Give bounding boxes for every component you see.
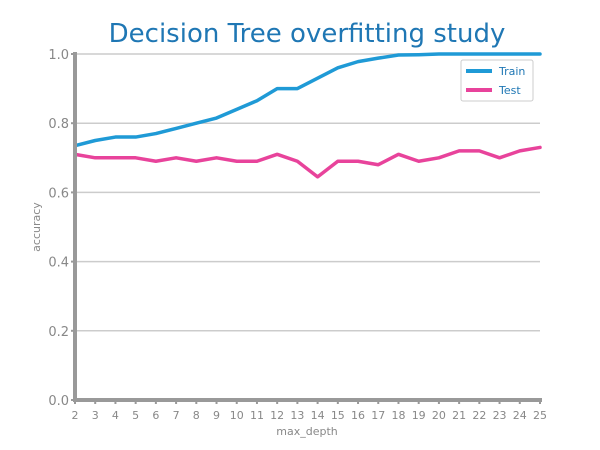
- x-tick-label: 17: [371, 409, 385, 422]
- x-tick-label: 25: [533, 409, 547, 422]
- y-tick-label: 0.2: [48, 325, 69, 340]
- series-line-test: [73, 145, 542, 179]
- x-tick-label: 3: [92, 409, 99, 422]
- y-tick-label: 0.0: [48, 394, 69, 409]
- series-lines: [73, 52, 542, 179]
- x-tick-label: 13: [290, 409, 304, 422]
- x-axis-label: max_depth: [276, 425, 338, 438]
- x-tick-label: 18: [391, 409, 405, 422]
- series-line-train: [73, 52, 542, 148]
- x-tick-label: 16: [351, 409, 365, 422]
- x-tick-label: 10: [230, 409, 244, 422]
- x-tick-label: 24: [513, 409, 527, 422]
- y-axis-label: accuracy: [30, 202, 43, 252]
- x-tick-label: 7: [173, 409, 180, 422]
- y-tick-label: 0.4: [48, 256, 69, 271]
- x-tick-label: 19: [412, 409, 426, 422]
- y-tick-label: 0.8: [48, 117, 69, 132]
- legend: Train Test: [460, 59, 534, 102]
- x-tick-label: 15: [331, 409, 345, 422]
- x-tick-label: 2: [72, 409, 79, 422]
- legend-label-train: Train: [498, 65, 525, 78]
- x-tick-label: 6: [152, 409, 159, 422]
- x-tick-label: 14: [311, 409, 325, 422]
- y-tick-label: 1.0: [48, 48, 69, 63]
- x-tick-label: 21: [452, 409, 466, 422]
- x-tick-label: 20: [432, 409, 446, 422]
- x-tick-label: 9: [213, 409, 220, 422]
- x-tick-label: 11: [250, 409, 264, 422]
- chart-title: Decision Tree overfitting study: [109, 19, 506, 49]
- x-tick-labels: 2 3 4 5 6 7 8 9 10 11 12 13 14 15 16 17 18 19 20 21 22 23 24 25: [72, 400, 547, 422]
- x-tick-label: 23: [493, 409, 507, 422]
- x-tick-label: 12: [270, 409, 284, 422]
- x-tick-label: 22: [472, 409, 486, 422]
- y-tick-label: 0.6: [48, 186, 69, 201]
- grid-lines: [75, 53, 540, 401]
- y-tick-labels: 0.0 0.2 0.4 0.6 0.8 1.0: [48, 48, 75, 409]
- legend-label-test: Test: [498, 84, 521, 97]
- x-tick-label: 8: [193, 409, 200, 422]
- x-tick-label: 5: [132, 409, 139, 422]
- x-tick-label: 4: [112, 409, 119, 422]
